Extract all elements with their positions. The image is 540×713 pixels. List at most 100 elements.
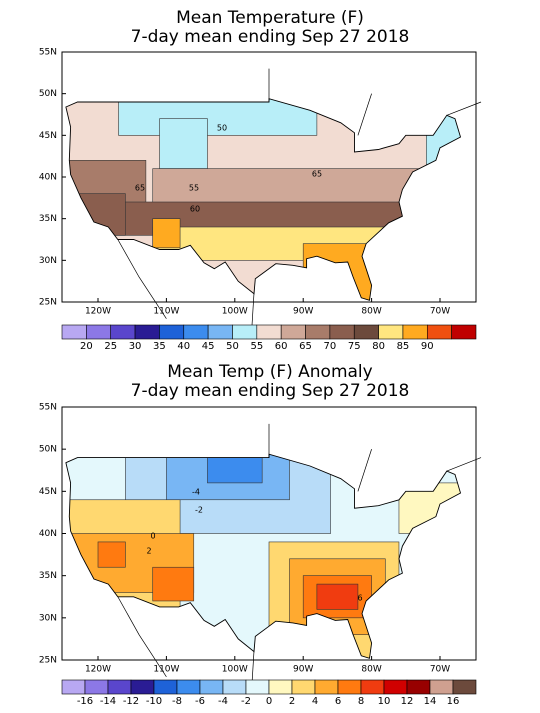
panel-title: 7-day mean ending Sep 27 2018 [131, 27, 410, 47]
colorbar-label: 90 [421, 341, 434, 352]
colorbar-label: -16 [77, 696, 93, 707]
colorbar-label: -14 [100, 696, 116, 707]
lat-label: 55N [39, 48, 57, 58]
colorbar-swatch [314, 679, 339, 695]
contour-label: -2 [195, 506, 203, 515]
us-border [65, 98, 462, 301]
colorbar-swatch [383, 679, 408, 695]
lat-label: 40N [39, 529, 57, 539]
colorbar-swatch [61, 324, 87, 340]
colorbar-swatch [110, 324, 136, 340]
panel-title: Mean Temp (F) Anomaly [167, 362, 372, 382]
contour-region [302, 243, 386, 301]
colorbar-swatch [353, 324, 379, 340]
lat-label: 40N [39, 173, 57, 183]
colorbar-swatch [222, 679, 247, 695]
colorbar-label: 60 [275, 341, 288, 352]
colorbar-label: 55 [250, 341, 263, 352]
colorbar-swatch [406, 679, 431, 695]
colorbar-label: 70 [324, 341, 337, 352]
colorbar-swatch [280, 324, 306, 340]
contour-label: 65 [312, 170, 322, 179]
colorbar-swatch [232, 324, 258, 340]
colorbar-label: -12 [123, 696, 139, 707]
lat-label: 45N [39, 487, 57, 497]
contour-region [316, 583, 359, 610]
colorbar-label: -4 [218, 696, 228, 707]
colorbar-swatch [291, 679, 316, 695]
lat-label: 25N [39, 656, 57, 666]
colorbar-label: 6 [335, 696, 341, 707]
colorbar-label: 2 [289, 696, 295, 707]
lat-label: 35N [39, 571, 57, 581]
contour-region [207, 454, 263, 484]
colorbar-swatch [183, 324, 209, 340]
colorbar-swatch [452, 679, 477, 695]
colorbar-swatch [86, 324, 112, 340]
lon-label: 110W [153, 665, 179, 675]
colorbar-label: -2 [241, 696, 251, 707]
colorbar-label: 4 [312, 696, 318, 707]
contour-label: 60 [190, 205, 200, 214]
colorbar-swatch [402, 324, 428, 340]
lon-label: 90W [293, 665, 313, 675]
colorbar-swatch [256, 324, 282, 340]
colorbar-swatch [337, 679, 362, 695]
colorbar-swatch [134, 324, 160, 340]
contour-label: 55 [189, 184, 199, 193]
colorbar-label: 25 [104, 341, 117, 352]
colorbar-label: 80 [372, 341, 385, 352]
lon-label: 80W [361, 307, 381, 317]
colorbar-swatch [426, 324, 452, 340]
colorbar-swatch [451, 324, 477, 340]
colorbar-label: 35 [153, 341, 166, 352]
colorbar-label: 10 [378, 696, 391, 707]
contour-region [118, 98, 318, 136]
colorbar-label: -6 [195, 696, 205, 707]
contour-label: 6 [357, 594, 362, 603]
colorbar-swatch [159, 324, 185, 340]
contour-region [152, 218, 181, 249]
colorbar-swatch [305, 324, 331, 340]
colorbar-swatch [107, 679, 132, 695]
colorbar-label: 30 [129, 341, 142, 352]
lat-label: 55N [39, 403, 57, 413]
lon-label: 70W [430, 307, 450, 317]
lat-label: 35N [39, 214, 57, 224]
lon-label: 80W [361, 665, 381, 675]
contour-label: 0 [150, 532, 155, 541]
lon-label: 100W [222, 307, 248, 317]
colorbar-label: 40 [177, 341, 190, 352]
colorbar-swatch [360, 679, 385, 695]
colorbar-swatch [199, 679, 224, 695]
colorbar-label: 45 [202, 341, 215, 352]
colorbar-swatch [429, 679, 454, 695]
lat-label: 45N [39, 131, 57, 141]
contour-label: 65 [135, 184, 145, 193]
lat-label: 30N [39, 613, 57, 623]
contour-label: 2 [146, 547, 151, 556]
colorbar-swatch [378, 324, 404, 340]
colorbar-label: 50 [226, 341, 239, 352]
contour-region [426, 110, 461, 178]
colorbar-swatch [245, 679, 270, 695]
colorbar-label: 12 [401, 696, 414, 707]
contour-label: 50 [217, 124, 227, 133]
colorbar-label: 75 [348, 341, 361, 352]
colorbar-label: 20 [80, 341, 93, 352]
lon-label: 90W [293, 307, 313, 317]
lon-label: 70W [430, 665, 450, 675]
colorbar-swatch [268, 679, 293, 695]
lat-label: 30N [39, 256, 57, 266]
panel-title: 7-day mean ending Sep 27 2018 [131, 381, 410, 401]
contour-label: -4 [192, 488, 200, 497]
colorbar-swatch [176, 679, 201, 695]
colorbar-label: 16 [447, 696, 460, 707]
lat-label: 25N [39, 298, 57, 308]
colorbar-label: -8 [172, 696, 182, 707]
colorbar-swatch [207, 324, 233, 340]
coastline [117, 423, 482, 686]
colorbar-swatch [61, 679, 86, 695]
colorbar-swatch [329, 324, 355, 340]
